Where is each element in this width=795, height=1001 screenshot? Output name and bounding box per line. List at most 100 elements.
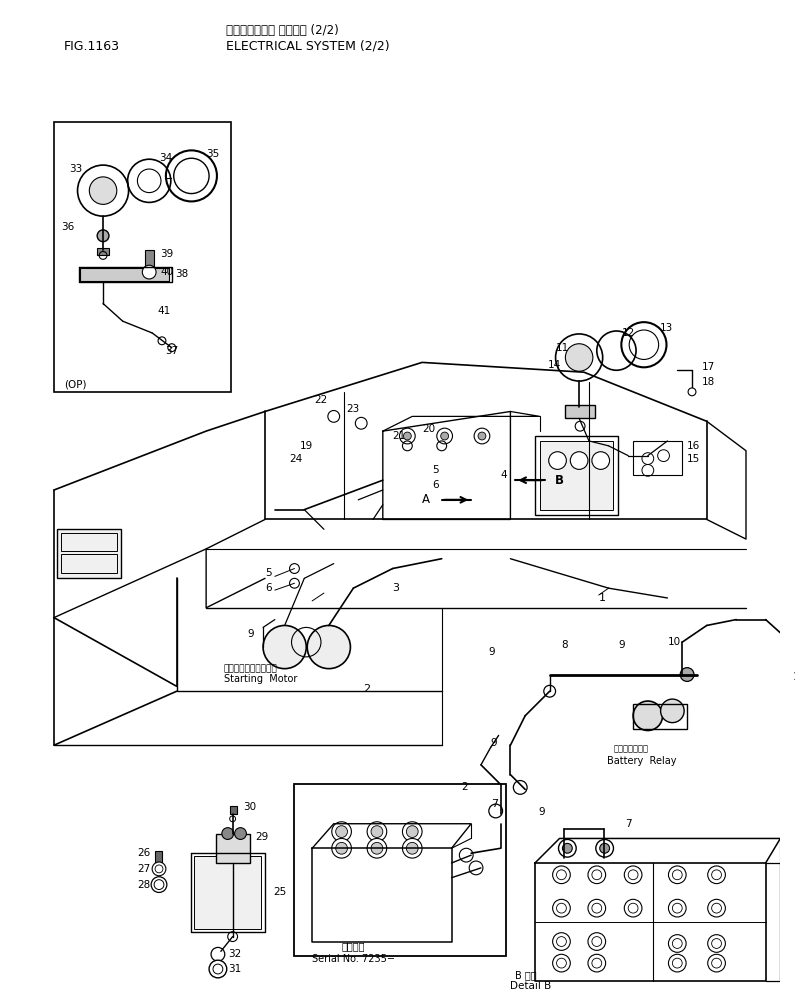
- Text: 35: 35: [206, 149, 219, 159]
- Text: 28: 28: [138, 880, 151, 890]
- Circle shape: [489, 804, 502, 818]
- Circle shape: [402, 822, 422, 842]
- Bar: [54, 122, 231, 391]
- Text: 34: 34: [159, 153, 173, 163]
- Text: 38: 38: [175, 269, 188, 279]
- Circle shape: [669, 954, 686, 972]
- Circle shape: [544, 686, 556, 697]
- Text: 3: 3: [393, 584, 400, 594]
- Circle shape: [549, 451, 566, 469]
- Circle shape: [335, 843, 347, 854]
- Circle shape: [440, 432, 448, 440]
- Text: B: B: [555, 473, 564, 486]
- Text: 37: 37: [165, 345, 178, 355]
- Circle shape: [681, 668, 694, 682]
- Circle shape: [624, 866, 642, 884]
- Circle shape: [332, 839, 351, 858]
- Circle shape: [307, 626, 351, 669]
- Circle shape: [669, 899, 686, 917]
- Circle shape: [152, 862, 166, 876]
- Circle shape: [222, 828, 234, 840]
- Text: 13: 13: [660, 323, 673, 333]
- Text: Serial No. 7235−: Serial No. 7235−: [312, 954, 395, 964]
- Text: 5: 5: [265, 569, 272, 579]
- Circle shape: [406, 826, 418, 838]
- Circle shape: [371, 843, 383, 854]
- Circle shape: [211, 947, 225, 961]
- Text: 16: 16: [687, 440, 700, 450]
- Circle shape: [367, 822, 386, 842]
- Text: バッテリレレー: バッテリレレー: [614, 745, 649, 754]
- Circle shape: [235, 828, 246, 840]
- Text: 31: 31: [227, 964, 241, 974]
- Text: 8: 8: [561, 640, 568, 650]
- Circle shape: [97, 230, 109, 241]
- Text: 9: 9: [491, 739, 498, 749]
- Circle shape: [436, 428, 452, 443]
- Bar: [145, 250, 154, 266]
- Bar: [97, 247, 109, 255]
- Bar: [61, 534, 117, 551]
- Circle shape: [588, 899, 606, 917]
- Circle shape: [588, 954, 606, 972]
- Circle shape: [588, 866, 606, 884]
- Circle shape: [335, 826, 347, 838]
- Text: 15: 15: [687, 453, 700, 463]
- Circle shape: [553, 954, 570, 972]
- Text: 適用番号: 適用番号: [342, 941, 365, 951]
- Text: 36: 36: [61, 222, 74, 232]
- Text: Detail B: Detail B: [510, 981, 552, 991]
- Circle shape: [332, 822, 351, 842]
- Text: 7: 7: [491, 799, 498, 809]
- Text: 9: 9: [619, 640, 625, 650]
- Bar: [633, 440, 682, 475]
- Circle shape: [708, 866, 725, 884]
- Bar: [155, 851, 162, 865]
- Text: 17: 17: [702, 362, 715, 372]
- Bar: [57, 530, 121, 579]
- Bar: [565, 404, 595, 418]
- Bar: [294, 785, 506, 956]
- Text: 9: 9: [538, 807, 545, 817]
- Text: 26: 26: [138, 848, 151, 858]
- Text: 5: 5: [432, 465, 439, 475]
- Circle shape: [599, 844, 610, 853]
- Circle shape: [588, 933, 606, 950]
- Text: 39: 39: [160, 249, 173, 259]
- Text: 20: 20: [422, 424, 435, 434]
- Circle shape: [669, 935, 686, 952]
- Bar: [540, 440, 614, 510]
- Circle shape: [661, 699, 684, 723]
- Text: 24: 24: [289, 453, 303, 463]
- Circle shape: [708, 954, 725, 972]
- Circle shape: [478, 432, 486, 440]
- Text: 6: 6: [265, 584, 272, 594]
- Text: 4: 4: [501, 470, 507, 480]
- Text: 19: 19: [300, 440, 312, 450]
- Circle shape: [624, 899, 642, 917]
- Circle shape: [595, 840, 614, 857]
- Text: 23: 23: [347, 403, 360, 413]
- Text: 10: 10: [668, 638, 681, 648]
- Circle shape: [553, 866, 570, 884]
- Text: A: A: [422, 493, 430, 507]
- Text: 9: 9: [247, 630, 254, 640]
- Circle shape: [142, 265, 156, 279]
- Text: 25: 25: [273, 888, 286, 898]
- Text: 21: 21: [393, 431, 406, 441]
- Text: 6: 6: [432, 480, 439, 490]
- Text: (OP): (OP): [64, 380, 87, 390]
- Text: 33: 33: [68, 164, 82, 174]
- Circle shape: [669, 866, 686, 884]
- Circle shape: [263, 626, 306, 669]
- Bar: [80, 268, 169, 281]
- Text: 7: 7: [625, 819, 632, 829]
- Bar: [194, 856, 261, 929]
- Circle shape: [562, 844, 572, 853]
- Text: 2: 2: [363, 685, 370, 695]
- Text: 29: 29: [255, 833, 269, 843]
- Bar: [230, 806, 237, 814]
- Circle shape: [570, 451, 588, 469]
- Text: Starting  Motor: Starting Motor: [224, 675, 297, 685]
- Circle shape: [553, 899, 570, 917]
